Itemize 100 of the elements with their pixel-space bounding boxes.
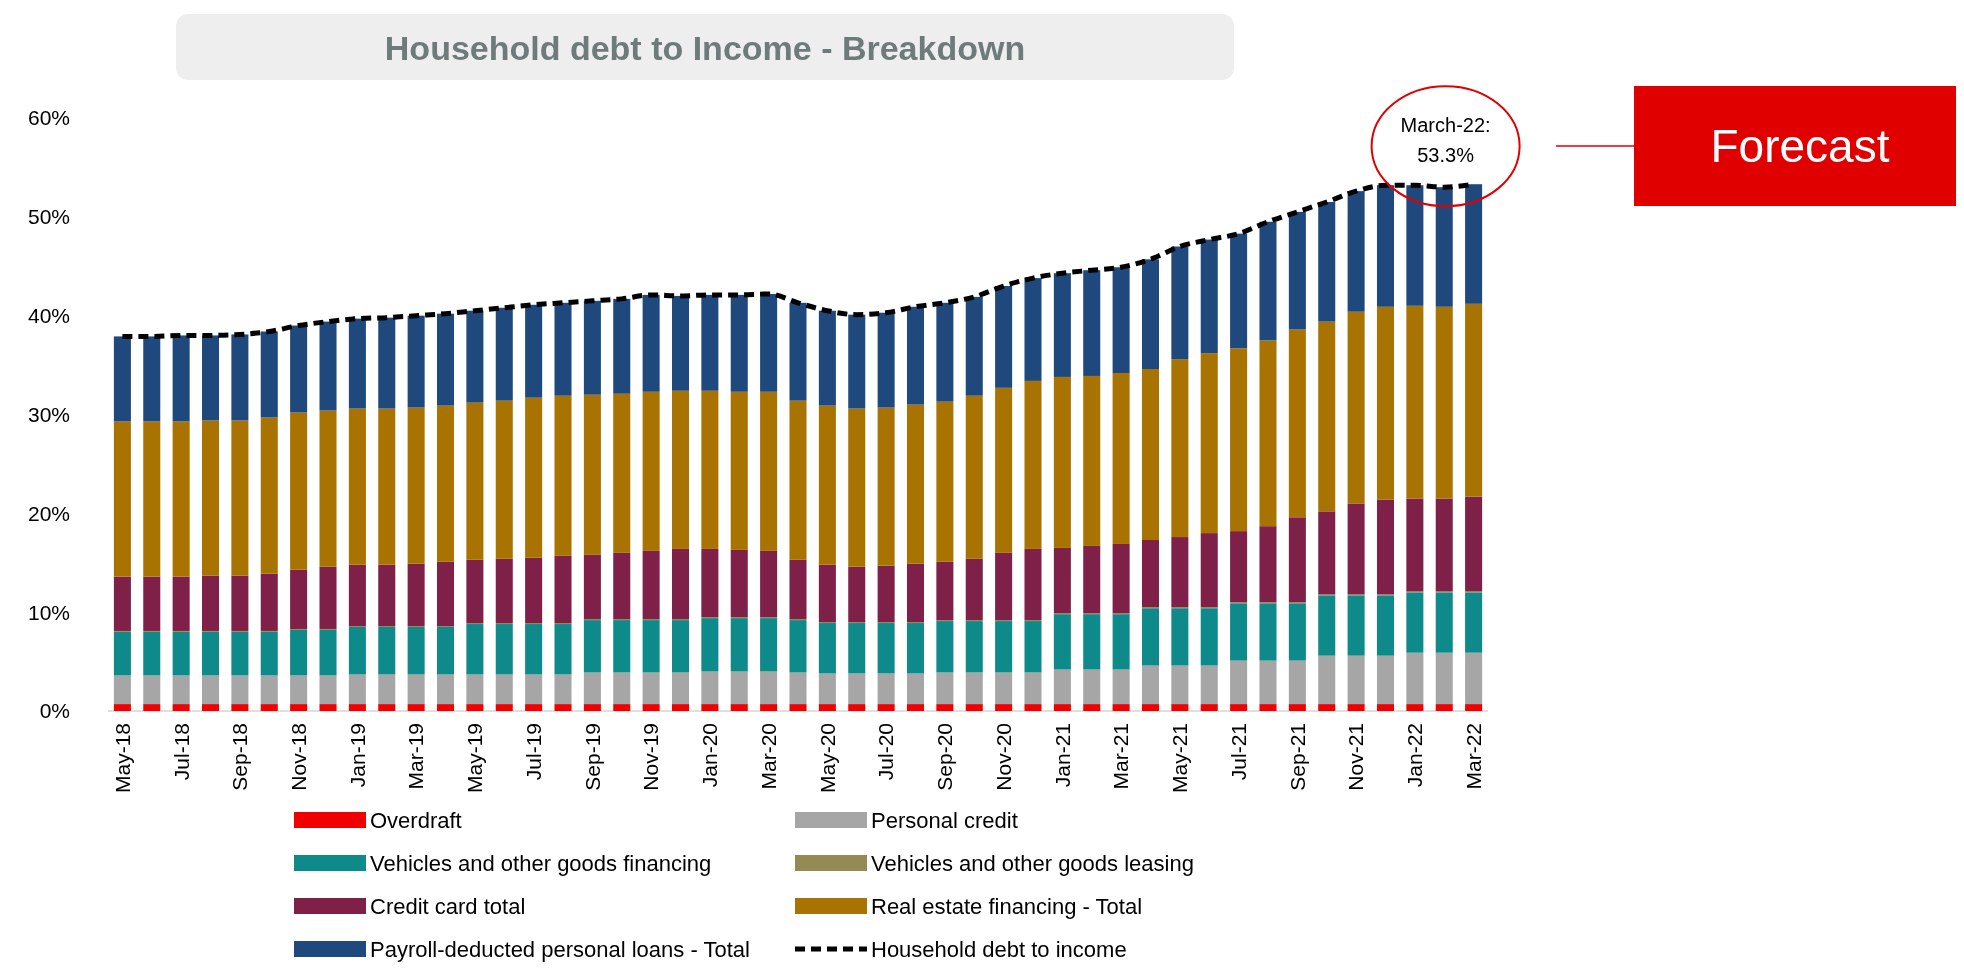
bar — [1053, 704, 1071, 711]
bar — [701, 704, 719, 711]
bar — [172, 335, 190, 422]
bar — [1318, 704, 1336, 711]
bar — [642, 391, 660, 551]
bar — [436, 313, 455, 406]
bar — [436, 704, 455, 711]
bar — [1171, 608, 1189, 666]
bar — [1288, 517, 1306, 603]
bar — [202, 631, 220, 676]
bar — [407, 704, 425, 711]
bar — [495, 307, 513, 401]
bar — [1024, 548, 1042, 621]
bar — [613, 672, 631, 705]
bar — [1259, 221, 1277, 341]
bar — [290, 629, 308, 676]
bar — [1435, 652, 1453, 705]
bar — [936, 621, 954, 673]
x-tick-label: Sep-18 — [228, 723, 252, 791]
bar — [466, 559, 484, 624]
bar — [848, 623, 866, 674]
bar — [1318, 511, 1336, 595]
bar — [818, 564, 836, 623]
chart-title: Household debt to Income - Breakdown — [384, 29, 1026, 67]
bar — [495, 674, 513, 705]
bar — [525, 674, 543, 705]
bar — [525, 624, 543, 675]
bar — [378, 408, 396, 565]
bar — [642, 620, 660, 673]
bar — [1141, 704, 1160, 711]
bar — [906, 673, 925, 705]
bar — [290, 412, 308, 570]
bar — [319, 629, 337, 676]
bar — [1376, 655, 1395, 705]
bar — [113, 631, 131, 676]
bar — [407, 674, 425, 705]
bar — [554, 555, 572, 624]
bar — [1259, 340, 1277, 527]
bar — [525, 704, 543, 711]
bar — [760, 704, 778, 711]
bar — [1171, 246, 1189, 360]
bar — [1200, 239, 1218, 354]
bar — [1376, 595, 1395, 656]
bar — [1347, 704, 1365, 711]
bar — [1112, 543, 1130, 614]
bar — [1376, 499, 1395, 595]
bar — [172, 421, 190, 577]
bar — [701, 390, 719, 549]
bar — [995, 387, 1013, 553]
bar — [1112, 614, 1130, 670]
x-tick-label: May-19 — [463, 723, 487, 794]
bar — [1230, 348, 1248, 532]
legend-label: Household debt to income — [871, 936, 1127, 962]
bar — [583, 554, 601, 620]
bar — [789, 400, 807, 560]
bar — [495, 400, 513, 559]
bar — [231, 675, 249, 705]
x-tick-label: Jul-19 — [521, 723, 545, 781]
bar — [789, 559, 807, 620]
bar — [730, 549, 748, 618]
bar — [407, 407, 425, 564]
bar — [525, 397, 543, 558]
bar — [260, 573, 278, 631]
bar — [1083, 704, 1101, 711]
bar — [1083, 270, 1101, 376]
annotation: March-22: 53.3% — [1400, 114, 1491, 167]
bar — [1230, 704, 1248, 711]
bar — [1024, 672, 1042, 705]
bar — [965, 621, 983, 673]
y-tick-label: 20% — [27, 501, 70, 525]
bar — [1259, 704, 1277, 711]
bar — [1024, 380, 1042, 549]
bar — [1288, 211, 1306, 330]
x-tick-label: Mar-19 — [404, 723, 428, 790]
bar — [1376, 306, 1395, 500]
bar — [1053, 273, 1071, 377]
bar — [1141, 540, 1160, 608]
bar — [378, 317, 396, 409]
bar — [789, 302, 807, 401]
x-tick-label: Sep-20 — [933, 723, 957, 791]
bar — [348, 564, 366, 626]
bar — [172, 576, 190, 631]
bar — [995, 672, 1013, 705]
bar — [407, 563, 425, 626]
bar — [760, 671, 778, 705]
bar — [877, 312, 895, 408]
bar — [936, 302, 954, 402]
bar — [143, 421, 161, 577]
bar — [1171, 359, 1189, 538]
bar — [554, 395, 572, 556]
bar — [113, 576, 131, 631]
bar — [525, 304, 543, 398]
legend-label: Vehicles and other goods leasing — [871, 850, 1194, 876]
bar — [495, 704, 513, 711]
bar — [818, 673, 836, 705]
bar — [1376, 185, 1395, 307]
bar — [906, 623, 925, 674]
bar — [789, 672, 807, 705]
bar — [290, 325, 308, 413]
x-tick-label: May-20 — [815, 723, 839, 794]
